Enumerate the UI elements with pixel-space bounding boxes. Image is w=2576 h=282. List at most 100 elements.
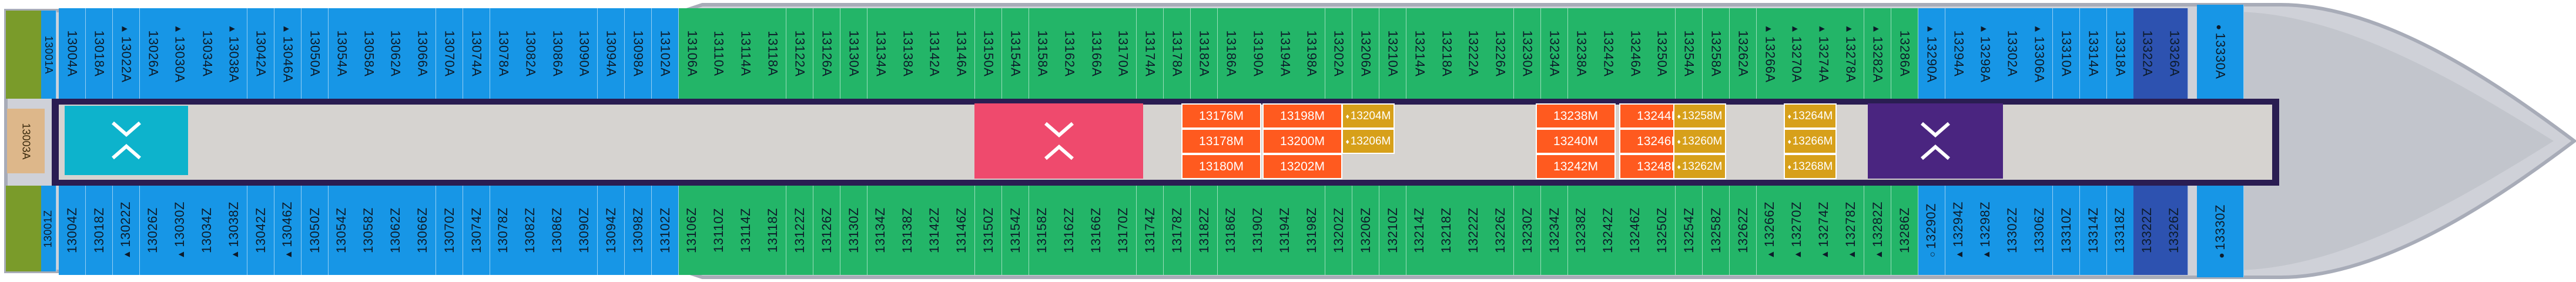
cabin-13242Z[interactable]: 13242Z [1594, 186, 1622, 275]
cabin-13238A[interactable]: 13238A [1567, 8, 1595, 99]
cabin-13210Z[interactable]: 13210Z [1379, 186, 1406, 275]
suite-13260M[interactable]: ♦ 13260M [1673, 129, 1726, 154]
cabin-13202A[interactable]: 13202A [1325, 8, 1353, 99]
cabin-13058Z[interactable]: 13058Z [355, 186, 383, 275]
cabin-13302Z[interactable]: 13302Z [1999, 186, 2026, 275]
cabin-13314Z[interactable]: 13314Z [2079, 186, 2108, 275]
cabin-13138Z[interactable]: 13138Z [894, 186, 922, 275]
cabin-13106A[interactable]: 13106A [678, 8, 706, 99]
cabin-13186Z[interactable]: 13186Z [1217, 186, 1245, 275]
cabin-13170A[interactable]: 13170A [1110, 8, 1137, 99]
cabin-13074Z[interactable]: 13074Z [463, 186, 491, 275]
cabin-13234Z[interactable]: 13234Z [1540, 186, 1569, 275]
cabin-13326Z[interactable]: 13326Z [2160, 186, 2188, 275]
cabin-13298Z[interactable]: ▲ 13298Z [1972, 186, 1999, 275]
cabin-13042Z[interactable]: 13042Z [247, 186, 275, 275]
cabin-13004A[interactable]: 13004A [59, 8, 86, 99]
cabin-13098A[interactable]: 13098A [624, 8, 652, 99]
cabin-13074A[interactable]: 13074A [463, 8, 491, 99]
cabin-13326A[interactable]: 13326A [2160, 8, 2188, 99]
cabin-13046A[interactable]: ▲ 13046A [274, 8, 302, 99]
cabin-13218Z[interactable]: 13218Z [1433, 186, 1460, 275]
cabin-13094Z[interactable]: 13094Z [598, 186, 625, 275]
suite-13202M[interactable]: 13202M [1262, 154, 1342, 179]
cabin-13278A[interactable]: ▲ 13278A [1837, 8, 1865, 99]
cabin-13118Z[interactable]: 13118Z [759, 186, 787, 275]
cabin-13146A[interactable]: 13146A [948, 8, 976, 99]
suite-13198M[interactable]: 13198M [1262, 103, 1342, 129]
cabin-13004Z[interactable]: 13004Z [59, 186, 86, 275]
cabin-13062A[interactable]: 13062A [382, 8, 410, 99]
cabin-13318A[interactable]: 13318A [2106, 8, 2134, 99]
cabin-13058A[interactable]: 13058A [355, 8, 383, 99]
cabin-13182Z[interactable]: 13182Z [1190, 186, 1218, 275]
suite-13176M[interactable]: 13176M [1181, 103, 1261, 129]
cabin-13018A[interactable]: 13018A [85, 8, 113, 99]
cabin-13214Z[interactable]: 13214Z [1406, 186, 1433, 275]
cabin-13242A[interactable]: 13242A [1594, 8, 1622, 99]
suite-13268M[interactable]: ♦ 13268M [1784, 154, 1837, 179]
cabin-13142A[interactable]: 13142A [921, 8, 949, 99]
cabin-13054A[interactable]: 13054A [328, 8, 356, 99]
feature-purple[interactable] [1868, 103, 2003, 179]
suite-13200M[interactable]: 13200M [1262, 129, 1342, 154]
stern-stair[interactable]: 13003A [7, 109, 45, 173]
suite-13204M[interactable]: ♦ 13204M [1342, 103, 1395, 129]
cabin-13254A[interactable]: 13254A [1676, 8, 1703, 99]
cabin-13086Z[interactable]: 13086Z [544, 186, 571, 275]
cabin-13126A[interactable]: 13126A [813, 8, 841, 99]
cabin-13234A[interactable]: 13234A [1540, 8, 1569, 99]
suite-13206M[interactable]: ♦ 13206M [1342, 129, 1395, 154]
cabin-13038Z[interactable]: ▲ 13038Z [220, 186, 248, 275]
cabin-13318Z[interactable]: 13318Z [2106, 186, 2134, 275]
cabin-13174Z[interactable]: 13174Z [1137, 186, 1164, 275]
cabin-13246A[interactable]: 13246A [1622, 8, 1649, 99]
cabin-13322A[interactable]: 13322A [2133, 8, 2161, 99]
suite-13258M[interactable]: ♦ 13258M [1673, 103, 1726, 129]
cabin-13238Z[interactable]: 13238Z [1567, 186, 1595, 275]
cabin-13062Z[interactable]: 13062Z [382, 186, 410, 275]
cabin-13310Z[interactable]: 13310Z [2052, 186, 2081, 275]
suite-13178M[interactable]: 13178M [1181, 129, 1261, 154]
cabin-13182A[interactable]: 13182A [1190, 8, 1218, 99]
feature-pink[interactable] [974, 103, 1143, 179]
cabin-13218A[interactable]: 13218A [1433, 8, 1460, 99]
cabin-13210A[interactable]: 13210A [1379, 8, 1406, 99]
suite-13242M[interactable]: 13242M [1536, 154, 1616, 179]
cabin-13226Z[interactable]: 13226Z [1487, 186, 1515, 275]
cabin-13114A[interactable]: 13114A [732, 8, 760, 99]
cabin-13278Z[interactable]: ▲ 13278Z [1837, 186, 1865, 275]
cabin-13258Z[interactable]: 13258Z [1702, 186, 1730, 275]
cabin-13102A[interactable]: 13102A [651, 8, 679, 99]
cabin-13130Z[interactable]: 13130Z [840, 186, 867, 275]
cabin-13106Z[interactable]: 13106Z [678, 186, 706, 275]
cabin-13102Z[interactable]: 13102Z [651, 186, 679, 275]
cabin-13222A[interactable]: 13222A [1460, 8, 1488, 99]
cabin-13294Z[interactable]: ▲ 13294Z [1945, 186, 1972, 275]
cabin-13082A[interactable]: 13082A [517, 8, 544, 99]
cabin-13194A[interactable]: 13194A [1271, 8, 1299, 99]
stern-cabin-top[interactable]: 13001A [41, 11, 56, 99]
cabin-13086A[interactable]: 13086A [544, 8, 571, 99]
cabin-13262A[interactable]: 13262A [1729, 8, 1757, 99]
feature-teal[interactable] [65, 106, 188, 175]
cabin-13302A[interactable]: 13302A [1999, 8, 2026, 99]
cabin-13274A[interactable]: ▲ 13274A [1810, 8, 1838, 99]
cabin-13018Z[interactable]: 13018Z [85, 186, 113, 275]
cabin-13114Z[interactable]: 13114Z [732, 186, 760, 275]
cabin-13290Z[interactable]: ○ 13290Z [1918, 186, 1945, 275]
cabin-13270Z[interactable]: ▲ 13270Z [1783, 186, 1811, 275]
cabin-13090Z[interactable]: 13090Z [571, 186, 598, 275]
cabin-13250Z[interactable]: 13250Z [1649, 186, 1676, 275]
cabin-13194Z[interactable]: 13194Z [1271, 186, 1299, 275]
cabin-13198Z[interactable]: 13198Z [1298, 186, 1326, 275]
cabin-13286Z[interactable]: 13286Z [1891, 186, 1919, 275]
cabin-13250A[interactable]: 13250A [1649, 8, 1676, 99]
cabin-13054Z[interactable]: 13054Z [328, 186, 356, 275]
suite-13180M[interactable]: 13180M [1181, 154, 1261, 179]
cabin-13214A[interactable]: 13214A [1406, 8, 1433, 99]
cabin-13258A[interactable]: 13258A [1702, 8, 1730, 99]
cabin-13310A[interactable]: 13310A [2052, 8, 2081, 99]
cabin-13026Z[interactable]: 13026Z [139, 186, 167, 275]
cabin-13266A[interactable]: ▲ 13266A [1756, 8, 1784, 99]
